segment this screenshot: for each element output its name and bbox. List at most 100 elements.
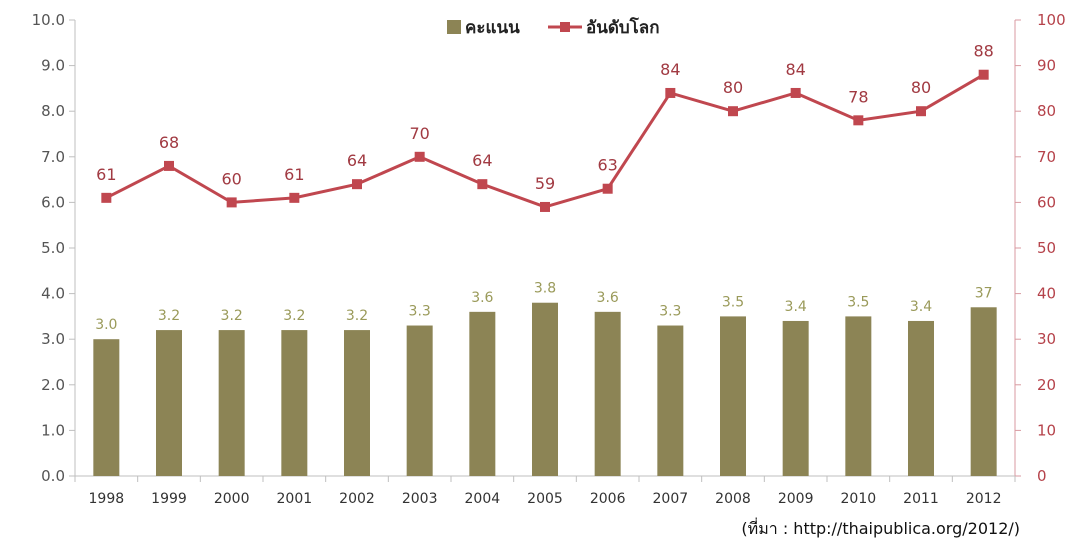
x-tick-label: 2004 [465, 491, 501, 507]
line-data-label: 61 [96, 165, 116, 184]
bar [970, 307, 997, 476]
bar [532, 302, 558, 476]
line-point [477, 179, 488, 190]
left-tick-label: 1.0 [41, 421, 65, 439]
line-point [352, 179, 362, 190]
line-point [790, 87, 801, 98]
x-tick-label: 2005 [527, 491, 563, 507]
bar-data-label: 3.3 [409, 304, 431, 320]
bar [657, 325, 684, 476]
bar [845, 316, 872, 476]
left-tick-label: 6.0 [41, 193, 65, 211]
left-tick-label: 3.0 [41, 330, 65, 348]
bar-data-label: 3.5 [722, 294, 744, 310]
line-series: 61 68 60 61 64 70 64 59 63 84 80 84 78 80 88 [96, 42, 994, 212]
x-tick-label: 2011 [903, 491, 939, 507]
bar [720, 316, 746, 476]
line-point [853, 115, 864, 126]
bar-data-label: 3.2 [221, 308, 243, 324]
left-tick-label: 8.0 [41, 102, 65, 120]
line-data-label: 80 [723, 78, 743, 97]
bar [469, 311, 496, 476]
left-tick-label: 7.0 [41, 148, 65, 166]
bar-data-label: 3.4 [785, 299, 807, 315]
x-tick-label: 2002 [339, 491, 375, 507]
line-point [289, 192, 300, 203]
right-tick-label: 0 [1037, 467, 1047, 485]
line-data-label: 68 [159, 133, 179, 152]
x-tick-label: 2001 [277, 491, 313, 507]
x-tick-label: 1998 [89, 491, 125, 507]
right-tick-label: 10 [1037, 421, 1056, 439]
bar [93, 339, 120, 476]
x-tick-label: 2008 [715, 491, 751, 507]
x-tick-label: 1999 [151, 491, 187, 507]
bar-data-label: 3.5 [847, 294, 869, 310]
legend: คะแนน อันดับโลก [447, 17, 660, 38]
axes: 0.0 1.0 2.0 3.0 4.0 5.0 6.0 7.0 8.0 9.0 10.0 0 10 20 3… [32, 11, 1066, 507]
bar-data-label: 3.3 [659, 304, 681, 320]
line-point [728, 106, 738, 117]
line-point [916, 106, 926, 117]
x-tick-label: 2003 [402, 491, 438, 507]
line-point [540, 201, 550, 212]
line-data-label: 63 [597, 156, 617, 175]
left-tick-label: 0.0 [41, 467, 65, 485]
x-tick-label: 2009 [778, 491, 814, 507]
bar [344, 330, 370, 476]
source-note: (ที่มา : http://thaipublica.org/2012/) [741, 519, 1020, 538]
bar-data-label: 3.2 [346, 308, 368, 324]
line-data-label: 80 [911, 78, 931, 97]
right-tick-label: 80 [1037, 102, 1056, 120]
right-tick-label: 20 [1037, 376, 1056, 394]
right-tick-label: 70 [1037, 148, 1056, 166]
right-tick-label: 30 [1037, 330, 1056, 348]
right-tick-label: 40 [1037, 285, 1056, 303]
x-tick-label: 2012 [966, 491, 1002, 507]
line-data-label: 78 [848, 87, 868, 106]
bar [908, 320, 934, 476]
line-point [665, 87, 676, 98]
left-tick-label: 5.0 [41, 239, 65, 257]
bar [594, 311, 621, 476]
line-data-label: 84 [785, 60, 805, 79]
bar [782, 320, 809, 476]
bar-data-label: 3.4 [910, 299, 932, 315]
left-tick-label: 2.0 [41, 376, 65, 394]
bar-data-label: 3.6 [471, 290, 493, 306]
left-tick-label: 9.0 [41, 57, 65, 75]
bar-data-label: 3.2 [283, 308, 305, 324]
line-point [978, 69, 989, 80]
line-data-label: 84 [660, 60, 680, 79]
right-tick-label: 90 [1037, 57, 1056, 75]
right-tick-label: 50 [1037, 239, 1056, 257]
line-data-label: 70 [409, 124, 429, 143]
bar-data-label: 3.8 [534, 281, 556, 297]
right-tick-label: 60 [1037, 193, 1056, 211]
bar-data-label: 3.2 [158, 308, 180, 324]
legend-line-label: อันดับโลก [586, 17, 660, 38]
x-tick-label: 2007 [653, 491, 689, 507]
chart: 0.0 1.0 2.0 3.0 4.0 5.0 6.0 7.0 8.0 9.0 10.0 0 10 20 3… [32, 11, 1066, 507]
bar [406, 325, 433, 476]
line-data-label: 60 [221, 169, 241, 188]
x-tick-label: 2006 [590, 491, 626, 507]
bar [218, 330, 245, 476]
line-data-label: 59 [535, 174, 555, 193]
x-tick-label: 2010 [841, 491, 877, 507]
bar-data-label: 3.6 [597, 290, 619, 306]
bar [281, 330, 308, 476]
x-tick-label: 2000 [214, 491, 250, 507]
legend-line-marker [560, 22, 570, 32]
line-point [164, 160, 174, 171]
bar-data-label: 37 [975, 285, 993, 301]
line-point [101, 192, 112, 203]
line-data-label: 88 [973, 42, 993, 61]
line-point [226, 197, 237, 208]
legend-bar-swatch [447, 20, 461, 34]
left-tick-label: 4.0 [41, 285, 65, 303]
left-tick-label: 10.0 [32, 11, 65, 29]
line-data-label: 64 [472, 151, 492, 170]
line-data-label: 61 [284, 165, 304, 184]
legend-bar-label: คะแนน [465, 18, 520, 38]
